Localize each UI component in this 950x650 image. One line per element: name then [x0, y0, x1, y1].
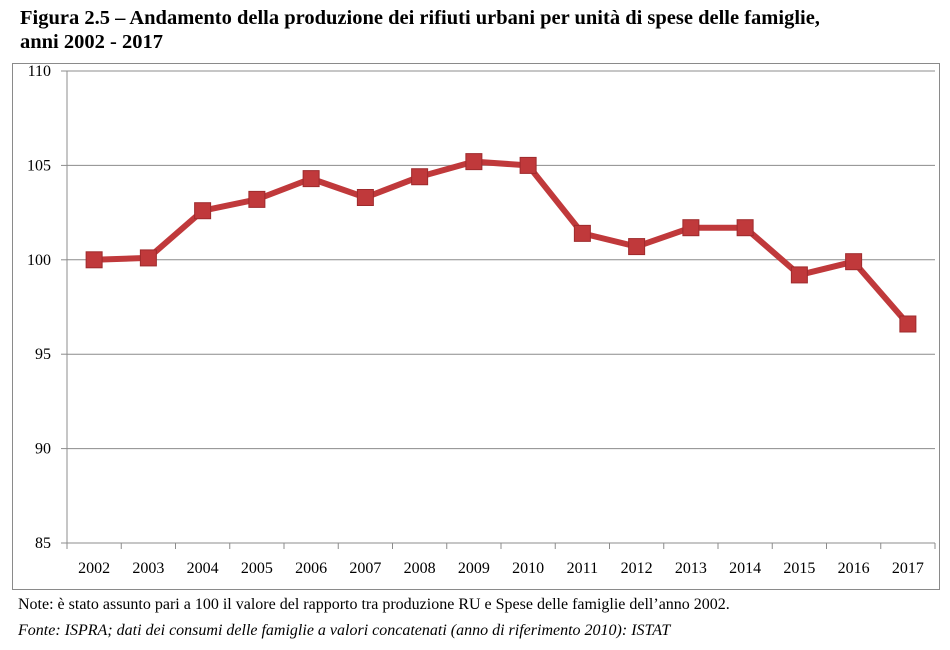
data-point-2007: [356, 188, 374, 206]
figure-title-line1: Figura 2.5 – Andamento della produzione …: [20, 7, 820, 29]
y-tick-label-110: 110: [28, 63, 51, 80]
data-point-2008: [411, 168, 429, 186]
data-series: [85, 153, 917, 333]
x-tick-label-2005: 2005: [241, 560, 273, 577]
x-tick-label-2003: 2003: [132, 560, 164, 577]
figure-title-line2: anni 2002 - 2017: [20, 31, 163, 53]
data-point-2011: [573, 224, 591, 242]
y-tick-label-105: 105: [27, 157, 51, 174]
x-tick-label-2010: 2010: [512, 560, 544, 577]
data-point-2015: [790, 266, 808, 284]
x-tick-label-2008: 2008: [404, 560, 436, 577]
y-tick-label-95: 95: [35, 346, 51, 363]
x-tick-label-2016: 2016: [838, 560, 870, 577]
data-point-2014: [736, 219, 754, 237]
data-point-2016: [845, 253, 863, 271]
chart-note: Note: è stato assunto pari a 100 il valo…: [18, 596, 730, 613]
x-tick-label-2014: 2014: [729, 560, 761, 577]
x-tick-label-2006: 2006: [295, 560, 327, 577]
data-point-2012: [628, 238, 646, 256]
data-point-2006: [302, 170, 320, 188]
data-point-2003: [139, 249, 157, 267]
x-tick-label-2017: 2017: [892, 560, 924, 577]
chart-frame: [12, 63, 940, 590]
y-tick-label-90: 90: [35, 441, 51, 458]
figure-title: Figura 2.5 – Andamento della produzione …: [20, 6, 945, 54]
x-tick-label-2009: 2009: [458, 560, 490, 577]
x-tick-labels: 2002 2003 2004 2005 2006 2007 2008 2009 2010 2011…: [78, 560, 924, 577]
data-point-2009: [465, 153, 483, 171]
series-line: [91, 158, 911, 327]
data-point-2002: [85, 251, 103, 269]
x-tick-label-2002: 2002: [78, 560, 110, 577]
data-point-2010: [519, 156, 537, 174]
data-point-2005: [248, 190, 266, 208]
x-tick-label-2004: 2004: [187, 560, 219, 577]
data-point-2017: [899, 315, 917, 333]
x-tick-label-2007: 2007: [349, 560, 381, 577]
axes: [61, 70, 936, 549]
y-tick-labels: 85 90 95 100 105 110: [27, 63, 51, 552]
data-point-2004: [194, 202, 212, 220]
x-tick-label-2011: 2011: [567, 560, 598, 577]
y-tick-label-85: 85: [35, 535, 51, 552]
x-tick-label-2012: 2012: [621, 560, 653, 577]
x-tick-label-2013: 2013: [675, 560, 707, 577]
data-point-2013: [682, 219, 700, 237]
chart-source: Fonte: ISPRA; dati dei consumi delle fam…: [18, 622, 671, 639]
y-tick-label-100: 100: [27, 252, 51, 269]
x-tick-label-2015: 2015: [783, 560, 815, 577]
grid-lines: [67, 70, 935, 450]
